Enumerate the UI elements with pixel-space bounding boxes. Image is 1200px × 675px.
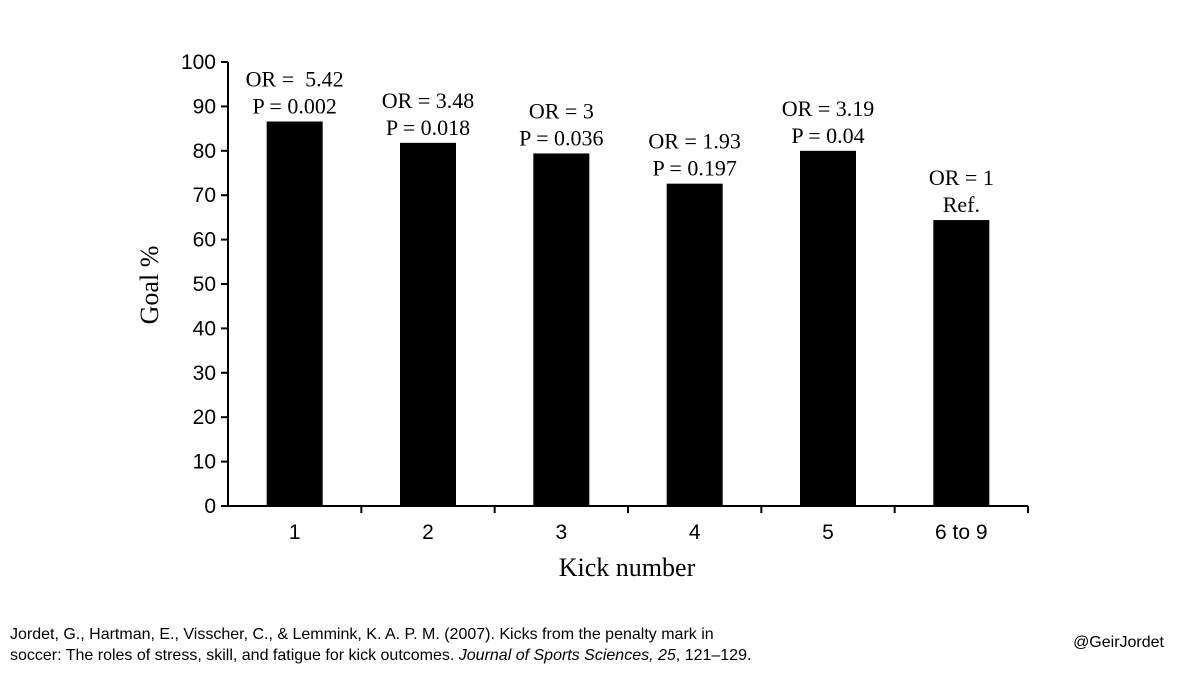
x-tick-label: 6 to 9 bbox=[935, 521, 988, 544]
y-tick-label: 100 bbox=[181, 51, 216, 74]
odds-ratio-label: OR = 1 bbox=[929, 165, 994, 190]
author-handle: @GeirJordet bbox=[1073, 634, 1164, 651]
x-axis-label: Kick number bbox=[559, 553, 696, 582]
p-value-label: P = 0.04 bbox=[791, 123, 864, 148]
bar-kick-2 bbox=[400, 142, 456, 507]
y-tick-label: 20 bbox=[193, 406, 216, 429]
y-tick-label: 90 bbox=[193, 95, 216, 118]
bars bbox=[266, 121, 990, 507]
odds-ratio-label: OR = 3.19 bbox=[782, 96, 874, 121]
y-tick-label: 70 bbox=[193, 184, 216, 207]
bar-kick-3 bbox=[533, 153, 590, 507]
odds-ratio-label: OR = 3 bbox=[529, 98, 594, 123]
bar-chart: 0 10 20 30 40 50 60 70 80 90 100 OR = 5.42P = 0.00… bbox=[135, 51, 1029, 582]
y-tick-label: 30 bbox=[193, 362, 216, 385]
citation-line-1: Jordet, G., Hartman, E., Visscher, C., &… bbox=[10, 626, 714, 643]
x-tick-label: 5 bbox=[822, 521, 834, 544]
bar-kick-1 bbox=[266, 121, 323, 506]
bar-kick-6 bbox=[933, 220, 990, 506]
x-tick-label: 1 bbox=[289, 521, 301, 544]
x-tick-label: 2 bbox=[422, 521, 434, 544]
citation-line-2: soccer: The roles of stress, skill, and … bbox=[10, 645, 910, 666]
odds-ratio-label: OR = 3.48 bbox=[382, 88, 474, 113]
y-axis-ticks: 0 10 20 30 40 50 60 70 80 90 100 bbox=[181, 51, 228, 518]
y-tick-label: 40 bbox=[193, 317, 216, 340]
citation-journal: Journal of Sports Sciences, 25 bbox=[458, 647, 676, 664]
p-value-label: P = 0.036 bbox=[519, 125, 603, 150]
bar-kick-5 bbox=[800, 150, 856, 507]
y-axis-label: Goal % bbox=[135, 246, 164, 325]
x-axis-ticks: 1 2 3 4 5 6 to 9 bbox=[289, 506, 1029, 544]
y-tick-label: 10 bbox=[193, 451, 216, 474]
y-tick-label: 0 bbox=[204, 495, 216, 518]
x-tick-label: 4 bbox=[689, 521, 701, 544]
p-value-label: Ref. bbox=[943, 192, 980, 217]
bar-kick-4 bbox=[666, 183, 723, 506]
y-tick-label: 80 bbox=[193, 140, 216, 163]
p-value-label: P = 0.002 bbox=[253, 93, 337, 118]
y-tick-label: 60 bbox=[193, 229, 216, 252]
odds-ratio-label: OR = 1.93 bbox=[648, 129, 740, 154]
x-tick-label: 3 bbox=[555, 521, 567, 544]
y-tick-label: 50 bbox=[193, 273, 216, 296]
odds-ratio-label: OR = 5.42 bbox=[246, 66, 344, 91]
citation-text: soccer: The roles of stress, skill, and … bbox=[10, 647, 459, 664]
citation: Jordet, G., Hartman, E., Visscher, C., &… bbox=[10, 624, 910, 666]
citation-pages: , 121–129. bbox=[675, 647, 752, 664]
bar-annotations: OR = 5.42P = 0.002 OR = 3.48P = 0.018 OR =… bbox=[246, 66, 994, 217]
p-value-label: P = 0.197 bbox=[653, 156, 737, 181]
p-value-label: P = 0.018 bbox=[386, 115, 470, 140]
